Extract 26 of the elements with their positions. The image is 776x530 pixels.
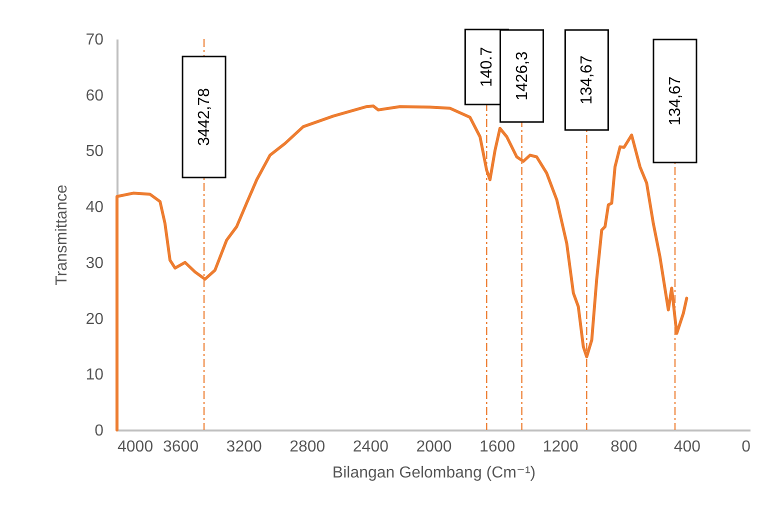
x-tick-label: 4000 <box>118 438 154 456</box>
x-tick-label: 2800 <box>290 438 326 456</box>
y-tick-label: 20 <box>86 310 104 328</box>
x-tick-label: 1200 <box>542 438 578 456</box>
x-tick-label: 1600 <box>480 438 516 456</box>
x-tick-label: 2400 <box>352 438 389 456</box>
annotation: 134,67 <box>578 55 596 104</box>
x-tick-label: 3600 <box>163 438 199 456</box>
y-axis-title: Transmittance <box>54 184 71 286</box>
x-tick-label: 400 <box>674 438 701 456</box>
y-tick-label: 0 <box>94 422 104 440</box>
y-tick-label: 10 <box>86 366 104 384</box>
annotation: 140.7 <box>478 46 496 88</box>
x-tick-label: 3200 <box>226 438 262 456</box>
y-tick-label: 60 <box>86 87 104 104</box>
y-tick-label: 50 <box>86 143 104 160</box>
x-tick-label: 0 <box>742 438 751 456</box>
annotation: 134,67 <box>666 76 684 126</box>
y-tick-label: 40 <box>86 199 104 216</box>
y-tick-label: 30 <box>86 254 104 272</box>
x-tick-label: 800 <box>610 438 638 456</box>
annotation: 3442,78 <box>196 88 214 146</box>
x-axis-title: Bilangan Gelombang (Cm⁻¹) <box>332 464 536 482</box>
y-tick-label: 70 <box>86 32 104 48</box>
x-tick-label: 2000 <box>416 438 452 456</box>
annotation: 1426,3 <box>514 51 531 100</box>
